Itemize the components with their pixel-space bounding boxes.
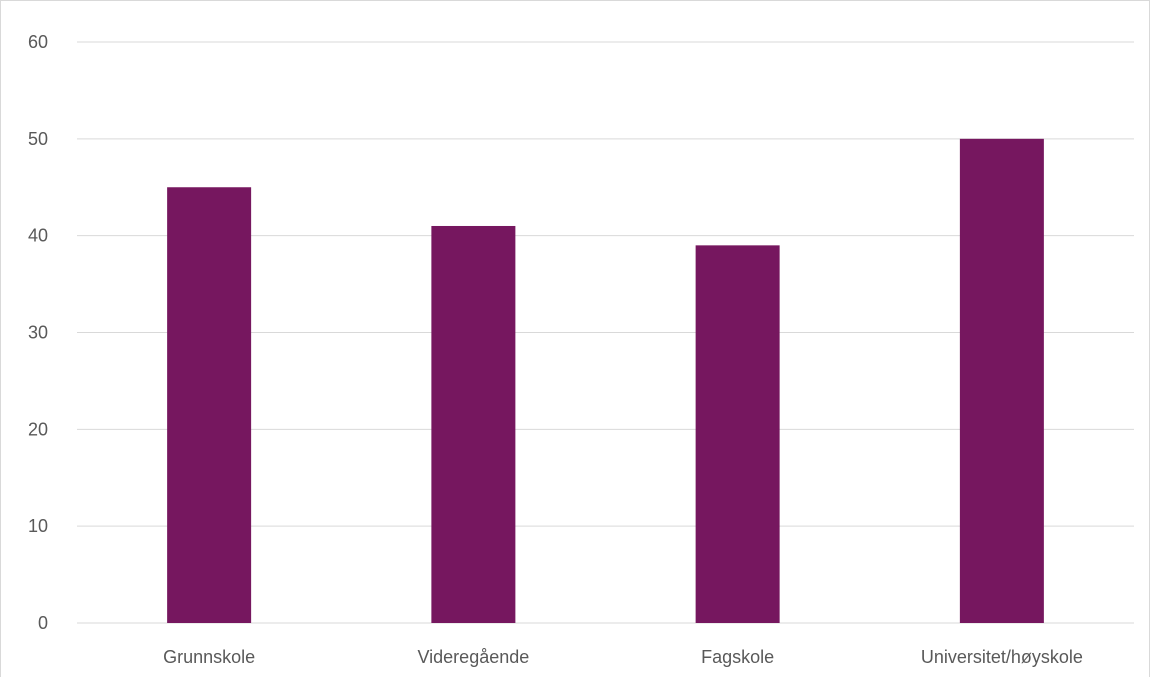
gridlines [77, 41, 1134, 624]
y-tick-label: 40 [28, 226, 48, 246]
x-axis-tick-labels: Grunnskole Videregående Fagskole Universite… [163, 647, 1083, 667]
bar-2 [431, 225, 516, 623]
bar-3 [695, 245, 780, 623]
y-tick-label: 60 [28, 32, 48, 52]
x-tick-label: Universitet/høyskole [921, 647, 1083, 667]
x-tick-label: Fagskole [701, 647, 774, 667]
y-tick-label: 20 [28, 419, 48, 439]
y-tick-label: 30 [28, 323, 48, 343]
y-tick-label: 50 [28, 129, 48, 149]
bar-1 [167, 187, 252, 623]
y-tick-label: 0 [38, 613, 48, 633]
bar-4 [959, 138, 1044, 624]
y-tick-label: 10 [28, 516, 48, 536]
bars [167, 138, 1044, 624]
x-tick-label: Grunnskole [163, 647, 255, 667]
x-tick-label: Videregående [417, 647, 529, 667]
y-axis-tick-labels: 0 10 20 30 40 50 60 [28, 32, 48, 633]
